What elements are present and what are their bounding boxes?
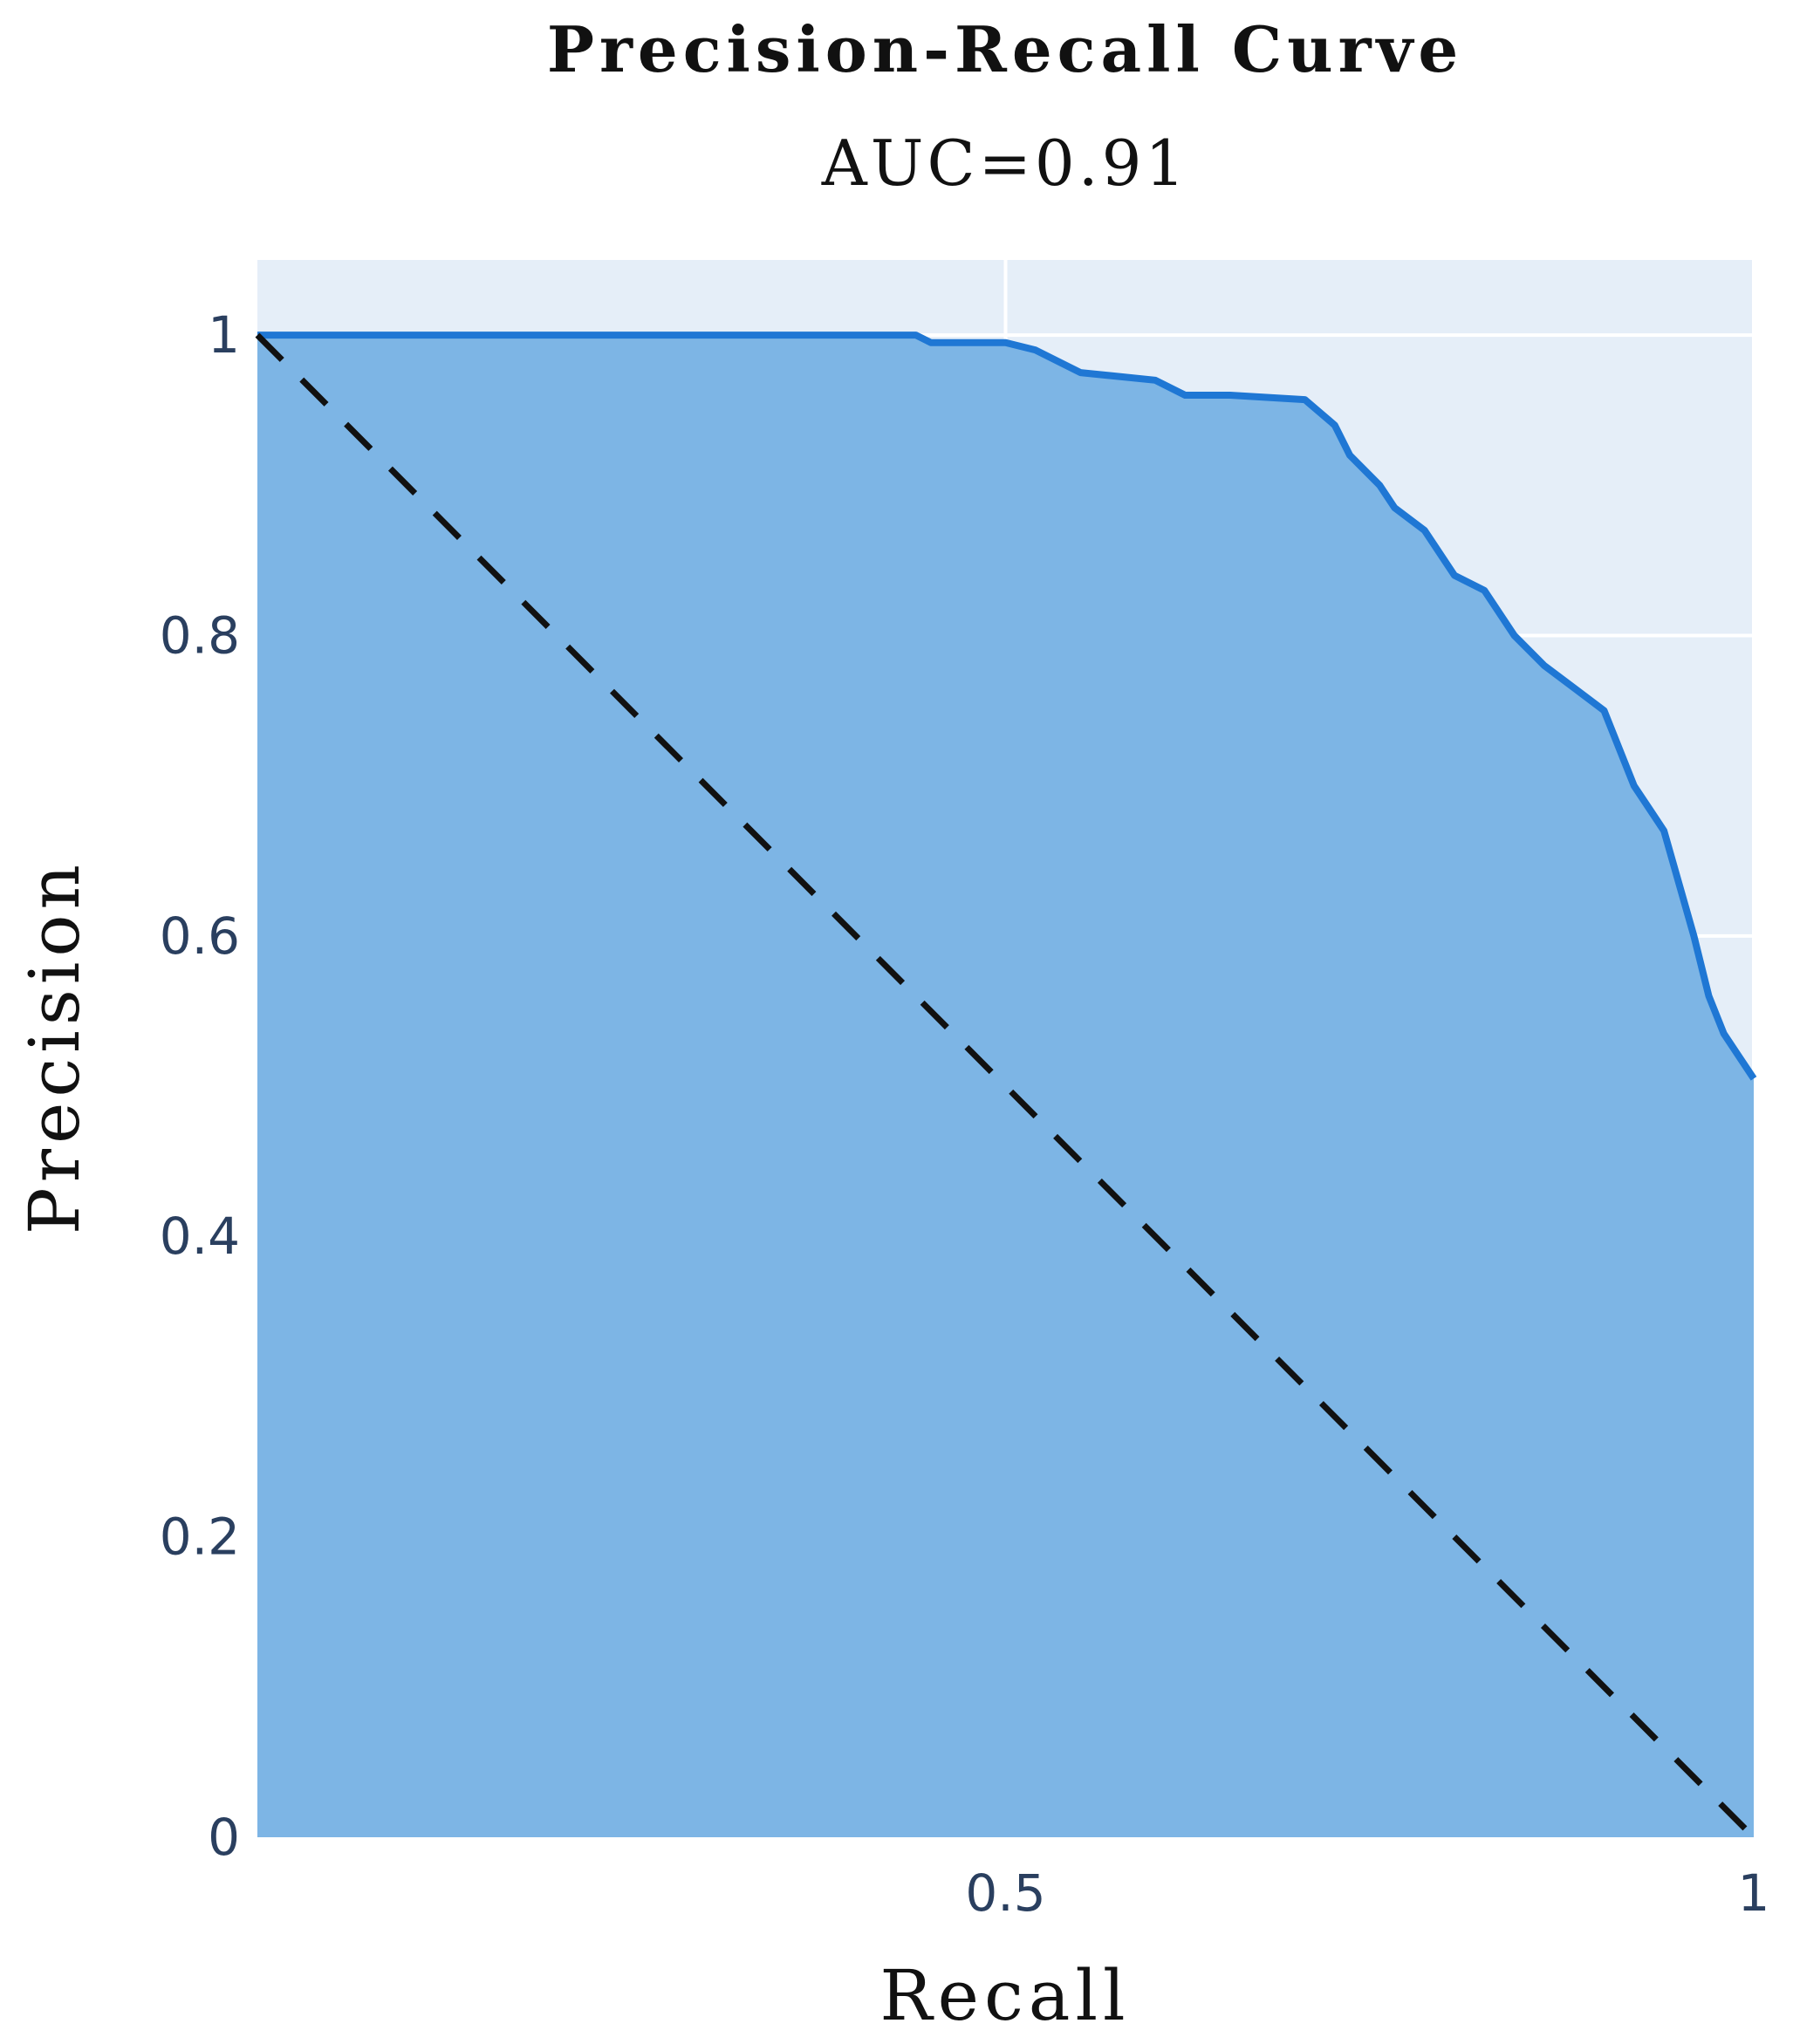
x-axis-label: Recall: [879, 1955, 1130, 2036]
x-tick-label: 1: [1738, 1863, 1770, 1923]
pr-curve-line: [257, 332, 1757, 1081]
y-tick-label: 0.4: [160, 1207, 240, 1266]
chart-subtitle: AUC=0.91: [821, 126, 1188, 200]
y-axis-ticks: 0 0.2 0.4 0.6 0.8 1: [160, 305, 240, 1867]
y-tick-label: 0.2: [160, 1507, 240, 1567]
baseline-dashed-line: [255, 332, 1756, 1840]
chart-title: Precision-Recall Curve: [547, 12, 1463, 86]
x-tick-label: 0.5: [965, 1863, 1045, 1923]
x-axis-ticks: 0.5 1: [965, 1863, 1769, 1923]
y-tick-label: 0: [208, 1808, 240, 1867]
y-tick-label: 1: [208, 305, 240, 365]
y-tick-label: 0.6: [160, 906, 240, 966]
y-axis-label: Precision: [14, 859, 95, 1234]
y-tick-label: 0.8: [160, 605, 240, 665]
